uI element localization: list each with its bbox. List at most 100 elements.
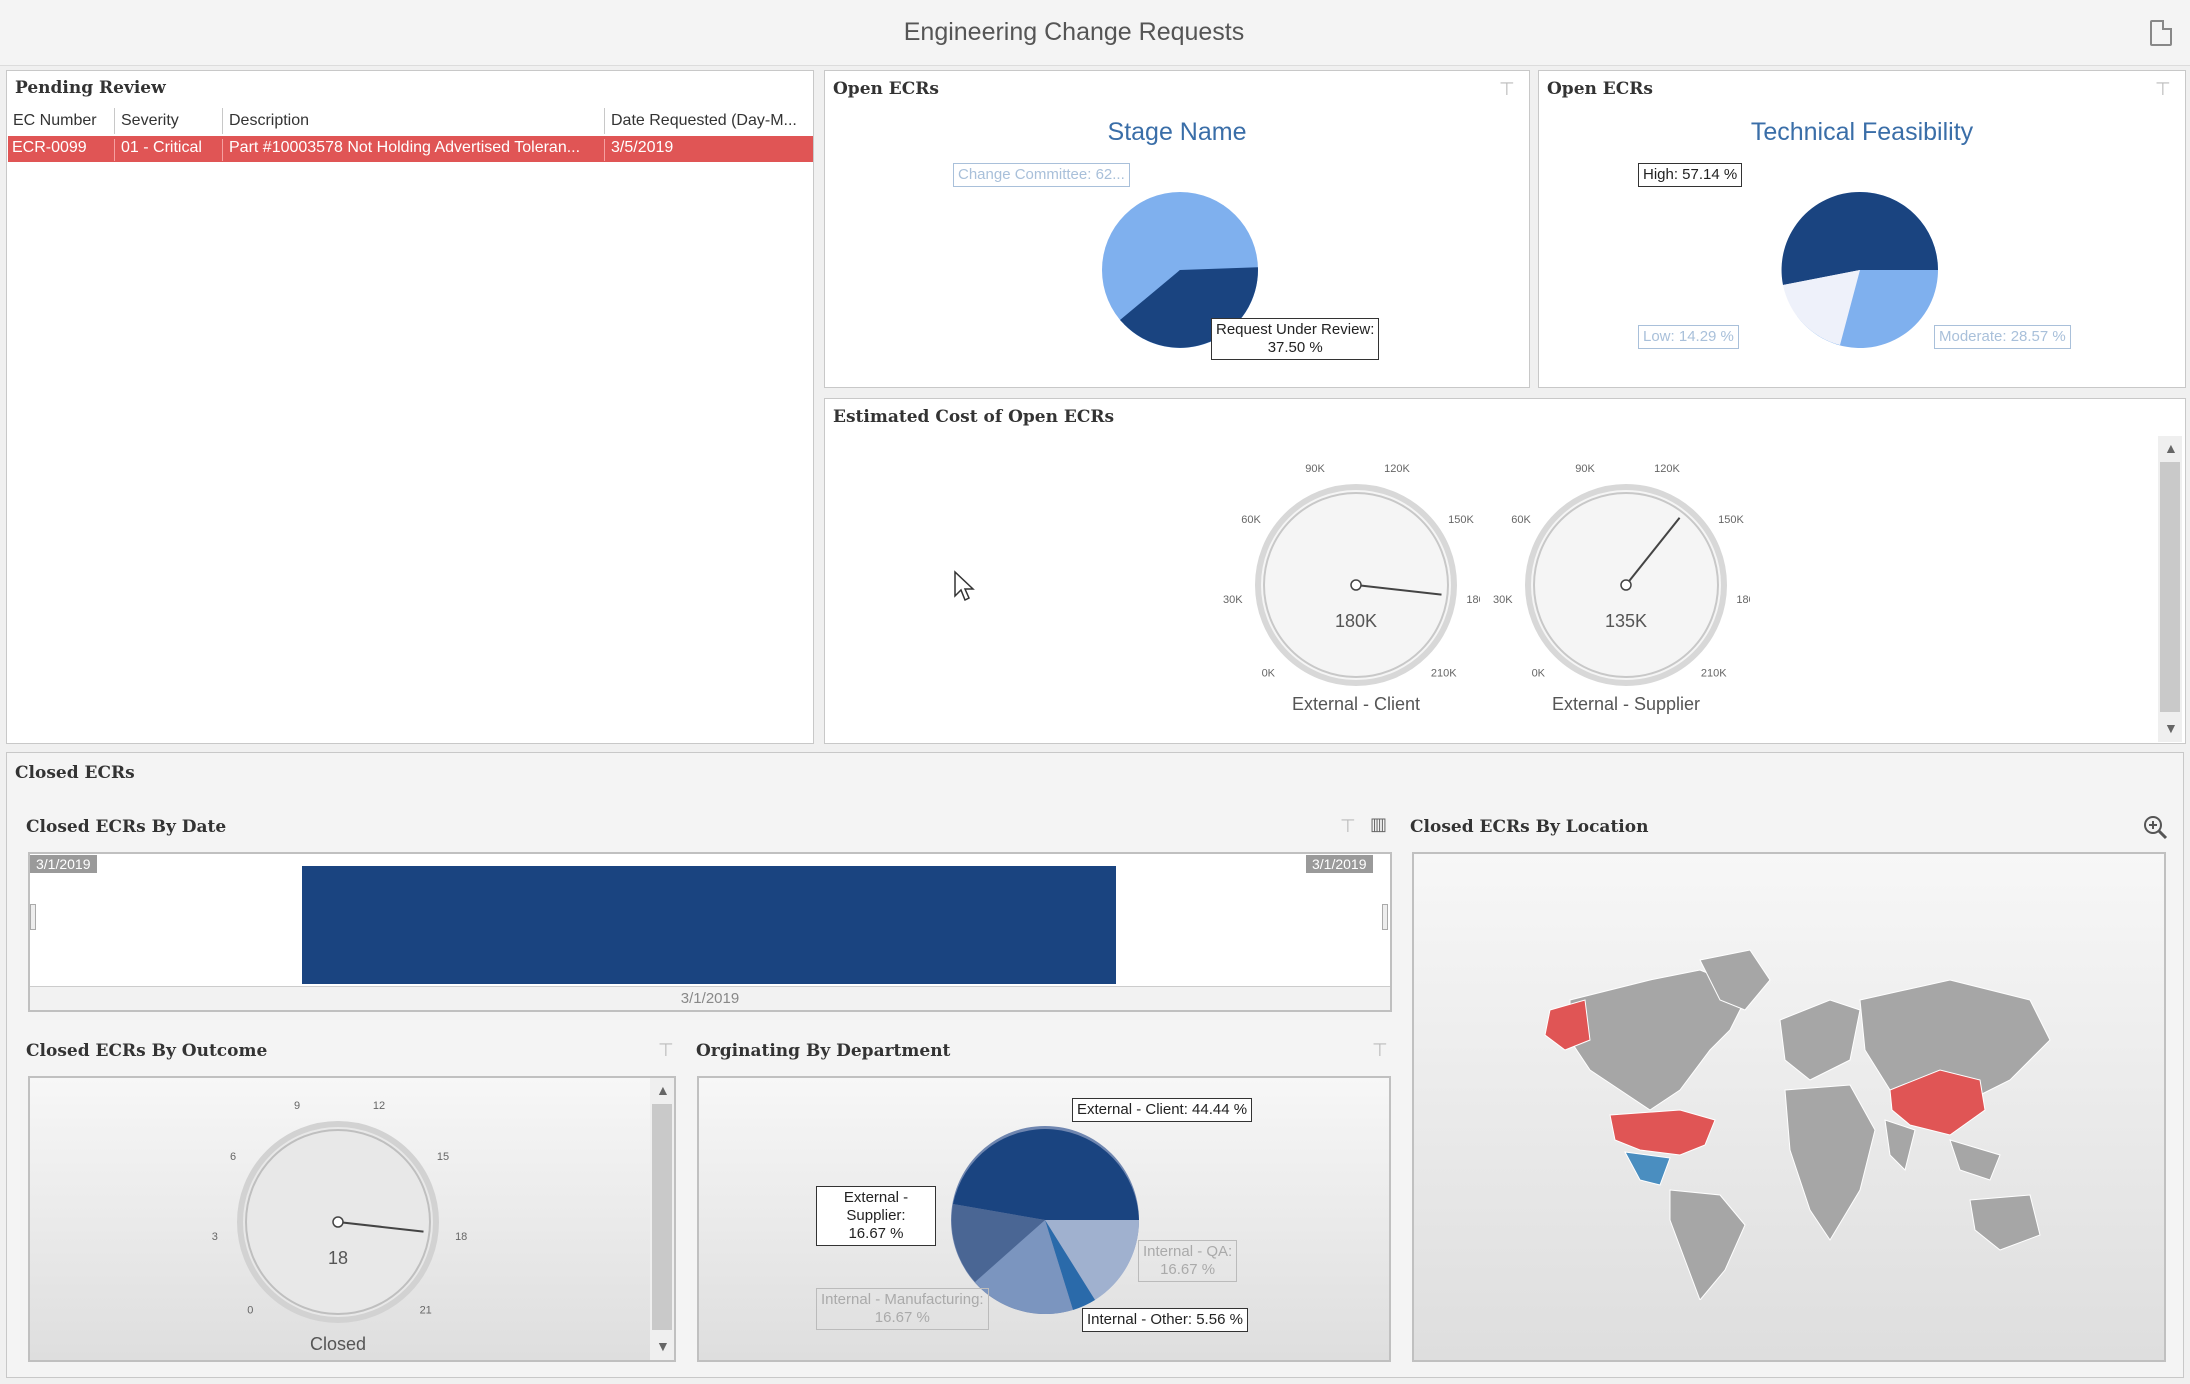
map-region-north-america[interactable] <box>1569 969 1751 1111</box>
column-header-ec-number[interactable]: EC Number <box>7 108 115 134</box>
map-region-africa[interactable] <box>1784 1084 1876 1241</box>
map-region-southeast-asia[interactable] <box>1949 1139 2001 1181</box>
gauge-tick-label: 9 <box>294 1100 300 1112</box>
pie-label-external-client: External - Client: 44.44 % <box>1072 1098 1253 1122</box>
clear-filter-icon[interactable]: ⊤ <box>658 1040 674 1060</box>
gauge-tick-label: 150K <box>1718 514 1744 526</box>
pie-slice-internal-other[interactable] <box>1045 1220 1095 1310</box>
label-line: 16.67 % <box>848 1225 904 1242</box>
page-title: Engineering Change Requests <box>903 18 1245 46</box>
clear-filter-icon[interactable]: ⊤ <box>1499 79 1515 99</box>
gauge-tick-label: 120K <box>1384 463 1410 475</box>
by-department-title: Orginating By Department <box>696 1041 951 1061</box>
date-range-right-handle[interactable] <box>1382 904 1388 930</box>
gauge-tick-label: 180K <box>1466 594 1480 606</box>
title-bar: Engineering Change Requests <box>0 0 2190 66</box>
export-icon[interactable] <box>2150 20 2172 46</box>
scroll-thumb[interactable] <box>652 1104 672 1330</box>
pie-label-request-under-review: Request Under Review: 37.50 % <box>1211 318 1380 360</box>
pie-label-internal-manufacturing: Internal - Manufacturing: 16.67 % <box>816 1288 989 1330</box>
scroll-down-icon[interactable]: ▼ <box>656 1338 670 1354</box>
label-line: 16.67 % <box>1160 1261 1216 1278</box>
scroll-up-icon[interactable]: ▲ <box>656 1082 670 1098</box>
world-map[interactable] <box>1530 940 2070 1300</box>
label-line: 16.67 % <box>874 1309 930 1326</box>
pie-label-internal-other: Internal - Other: 5.56 % <box>1082 1308 1248 1332</box>
column-header-description[interactable]: Description <box>223 108 605 134</box>
map-region-mexico[interactable] <box>1624 1151 1671 1186</box>
map-region-usa[interactable] <box>1609 1109 1716 1156</box>
gauge-tick-label: 90K <box>1575 463 1595 475</box>
gauge-external-client: 0K 30K 60K 90K 120K 150K 180K 210K 180K Externa… <box>1223 463 1480 714</box>
map-region-alaska[interactable] <box>1544 999 1591 1051</box>
cost-scrollbar[interactable]: ▲ ▼ <box>2158 436 2182 742</box>
pie-slice-external-client[interactable] <box>953 1129 1139 1220</box>
outcome-scrollbar[interactable]: ▲ ▼ <box>650 1078 674 1360</box>
pie-slice-low[interactable] <box>1783 270 1860 345</box>
pie-label-internal-qa: Internal - QA: 16.67 % <box>1138 1240 1238 1282</box>
column-header-severity[interactable]: Severity <box>115 108 223 134</box>
label-line: Internal - QA: <box>1143 1243 1233 1260</box>
gauge-tick-label: 0K <box>1262 668 1276 680</box>
scroll-up-icon[interactable]: ▲ <box>2164 440 2178 456</box>
department-pie-chart <box>951 1126 1140 1315</box>
gauge-tick-label: 3 <box>212 1231 218 1243</box>
gauge-tick-label: 60K <box>1241 514 1261 526</box>
scroll-down-icon[interactable]: ▼ <box>2164 720 2178 736</box>
gauge-tick-label: 210K <box>1431 668 1457 680</box>
pie-slice-high[interactable] <box>1781 191 1938 285</box>
stage-panel-title: Open ECRs <box>833 79 939 99</box>
clear-filter-icon[interactable]: ⊤ <box>1340 816 1356 836</box>
closed-by-outcome-title: Closed ECRs By Outcome <box>26 1041 268 1061</box>
gauge-value: 135K <box>1605 611 1647 631</box>
pie-label-low: Low: 14.29 % <box>1638 325 1739 349</box>
map-region-south-america[interactable] <box>1669 1189 1746 1300</box>
mouse-cursor-icon <box>954 570 975 602</box>
clear-filter-icon[interactable]: ⊤ <box>1372 1040 1388 1060</box>
pie-label-moderate: Moderate: 28.57 % <box>1934 325 2071 349</box>
gauge-tick-label: 18 <box>455 1231 467 1243</box>
gauge-tick-label: 21 <box>420 1305 432 1317</box>
feasibility-pie-chart <box>1781 191 1938 348</box>
range-end-label: 3/1/2019 <box>1306 855 1373 873</box>
map-region-china[interactable] <box>1889 1069 1986 1136</box>
gauge-value: 18 <box>328 1248 348 1268</box>
label-line: Internal - Manufacturing: <box>821 1291 984 1308</box>
date-range-bar[interactable] <box>302 866 1116 984</box>
pending-review-panel: Pending Review <box>6 70 814 744</box>
table-row[interactable] <box>8 136 813 162</box>
gauge-tick-label: 12 <box>373 1100 385 1112</box>
gauge-tick-label: 0 <box>247 1305 253 1317</box>
gauge-closed: 0 3 6 9 12 15 18 21 18 Closed <box>212 1100 468 1354</box>
gauge-value: 180K <box>1335 611 1377 631</box>
map-region-australia[interactable] <box>1969 1194 2041 1251</box>
gauge-needle <box>1625 517 1681 586</box>
gauge-tick-label: 210K <box>1701 668 1727 680</box>
map-region-india[interactable] <box>1884 1119 1916 1171</box>
date-axis-label: 3/1/2019 <box>680 990 740 1007</box>
gauge-name: Closed <box>310 1334 366 1354</box>
pie-slice-external-supplier[interactable] <box>951 1204 1045 1282</box>
gauge-tick-label: 30K <box>1493 594 1513 606</box>
gauge-needle <box>1355 584 1442 596</box>
scroll-thumb[interactable] <box>2160 462 2180 712</box>
map-region-europe[interactable] <box>1779 999 1861 1081</box>
pie-label-high: High: 57.14 % <box>1638 163 1743 187</box>
chart-options-icon[interactable]: ▥ <box>1370 814 1388 834</box>
column-header-date-requested[interactable]: Date Requested (Day-M... <box>611 112 797 129</box>
label-line: Request Under Review: <box>1216 321 1375 338</box>
gauge-tick-label: 0K <box>1532 668 1546 680</box>
pie-slice-internal-manufacturing[interactable] <box>975 1220 1073 1315</box>
map-region-asia[interactable] <box>1859 979 2051 1111</box>
label-line: 37.50 % <box>1267 339 1323 356</box>
date-range-left-handle[interactable] <box>30 904 36 930</box>
zoom-icon[interactable] <box>2142 814 2168 840</box>
clear-filter-icon[interactable]: ⊤ <box>2155 79 2171 99</box>
closed-by-date-title: Closed ECRs By Date <box>26 817 227 837</box>
gauge-external-supplier: 0K 30K 60K 90K 120K 150K 180K 210K 135K Externa… <box>1493 463 1750 714</box>
map-region-greenland[interactable] <box>1699 949 1771 1011</box>
closed-ecrs-title: Closed ECRs <box>15 763 135 783</box>
cell-severity: 01 - Critical <box>117 139 223 161</box>
pie-slice-internal-qa[interactable] <box>1045 1220 1140 1300</box>
estimated-cost-panel: Estimated Cost of Open ECRs <box>824 398 2186 744</box>
